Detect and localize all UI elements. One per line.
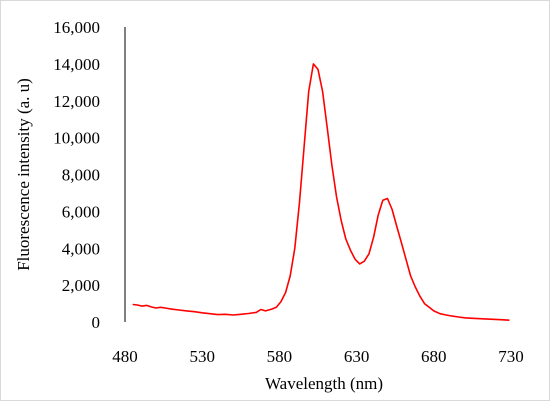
x-axis-ticks: 480 530 580 630 680 730 (112, 347, 524, 366)
x-tick-label: 630 (344, 347, 370, 366)
x-axis-title: Wavelength (nm) (265, 374, 383, 393)
y-tick-label: 6,000 (62, 202, 100, 221)
series-layer (132, 63, 510, 321)
y-tick-label: 12,000 (53, 92, 100, 111)
y-tick-label: 14,000 (53, 55, 100, 74)
x-tick-label: 580 (267, 347, 293, 366)
x-tick-label: 480 (112, 347, 138, 366)
x-tick-label: 730 (498, 347, 524, 366)
y-tick-label: 10,000 (53, 129, 100, 148)
y-tick-label: 4,000 (62, 239, 100, 258)
y-tick-label: 8,000 (62, 166, 100, 185)
y-axis-title: Fluorescence intensity (a. u) (14, 78, 33, 271)
x-tick-label: 680 (421, 347, 447, 366)
x-tick-label: 530 (189, 347, 215, 366)
y-axis-ticks: 0 2,000 4,000 6,000 8,000 10,000 12,000 14,000 1… (53, 18, 100, 332)
series-line (132, 63, 510, 321)
y-tick-label: 0 (92, 313, 101, 332)
y-tick-label: 2,000 (62, 276, 100, 295)
y-tick-label: 16,000 (53, 18, 100, 37)
